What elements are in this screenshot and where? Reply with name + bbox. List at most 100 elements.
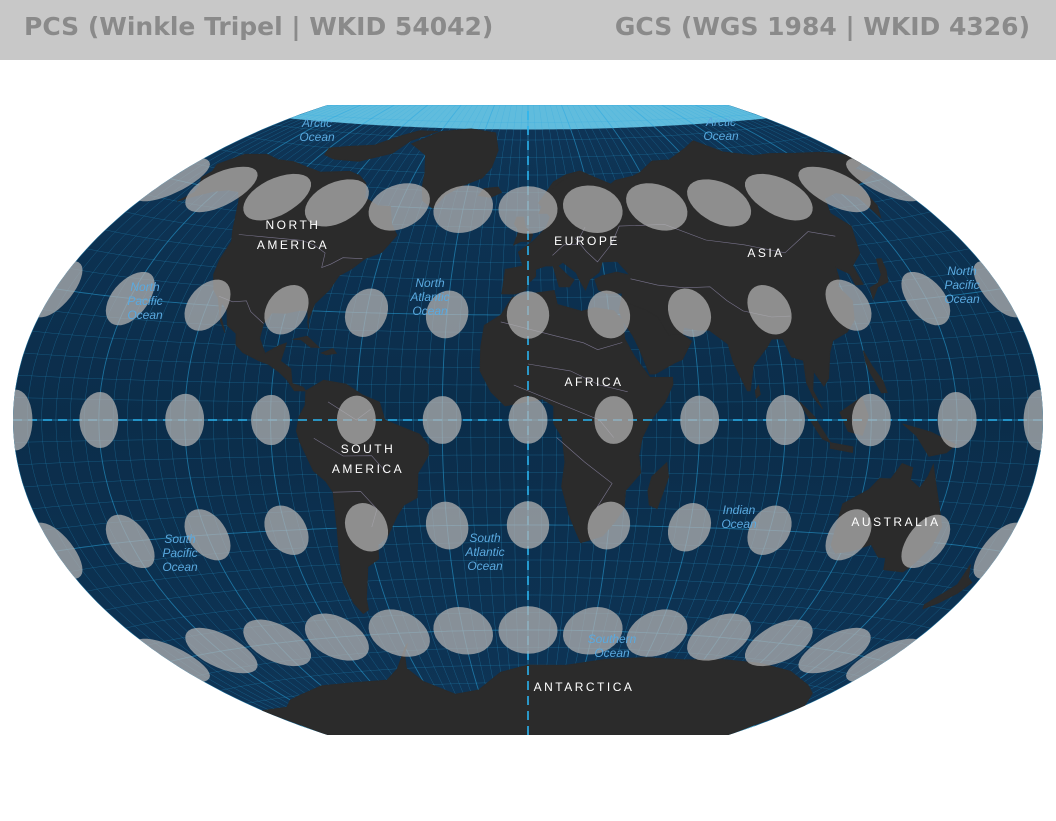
japan-landmass xyxy=(869,258,889,301)
map-canvas[interactable]: NORTH AMERICA SOUTH AMERICA EUROPE AFRICA ASIA… xyxy=(0,60,1056,816)
label-arctic-ocean-west: Arctic Ocean xyxy=(299,116,335,144)
tissot-ellipse xyxy=(668,288,712,337)
tissot-ellipse xyxy=(747,505,792,555)
south-america-landmass xyxy=(295,379,429,615)
tissot-ellipse xyxy=(425,290,469,339)
madagascar-landmass xyxy=(647,461,670,510)
tissot-ellipse xyxy=(422,396,462,444)
tissot-ellipse xyxy=(184,279,231,331)
tissot-ellipse xyxy=(594,396,634,444)
tissot-ellipse xyxy=(264,285,309,335)
tissot-ellipse xyxy=(433,607,493,655)
parallel-line xyxy=(272,124,784,141)
tissot-ellipse xyxy=(825,279,872,331)
tissot-ellipse xyxy=(185,166,258,213)
header-bar: PCS (Winkle Tripel | WKID 54042) GCS (WG… xyxy=(0,0,1056,60)
sri-lanka-landmass xyxy=(754,384,761,399)
tissot-ellipse xyxy=(344,503,388,552)
tissot-ellipse xyxy=(937,392,977,448)
tissot-indicatrix xyxy=(13,158,1043,682)
label-asia: ASIA xyxy=(747,246,784,260)
tissot-ellipse xyxy=(680,395,720,445)
label-australia: AUSTRALIA xyxy=(851,515,940,529)
tissot-ellipse xyxy=(498,606,558,654)
tissot-ellipse xyxy=(433,185,493,233)
tissot-ellipse xyxy=(687,613,752,661)
antarctica-landmass xyxy=(262,643,813,735)
country-border xyxy=(238,234,363,268)
tissot-ellipse xyxy=(626,183,688,231)
tissot-ellipse xyxy=(587,501,631,550)
tissot-ellipse xyxy=(304,179,369,227)
tissot-ellipse xyxy=(185,627,258,674)
tissot-ellipse xyxy=(368,183,430,231)
arabia-fill-landmass xyxy=(621,303,693,375)
tissot-ellipse xyxy=(901,514,951,568)
tissot-ellipse xyxy=(587,290,631,339)
tissot-ellipse xyxy=(506,291,550,339)
label-north-atlantic: North Atlantic Ocean xyxy=(409,276,449,318)
country-border xyxy=(552,226,586,256)
country-border xyxy=(313,437,388,474)
map-labels: NORTH AMERICA SOUTH AMERICA EUROPE AFRICA ASIA… xyxy=(127,115,980,694)
tissot-ellipse xyxy=(1023,389,1043,451)
tissot-ellipse xyxy=(563,607,623,655)
tissot-ellipse xyxy=(105,514,155,568)
tissot-ellipse xyxy=(38,522,83,579)
label-north-america: NORTH AMERICA xyxy=(257,218,329,252)
label-arctic-ocean-east: Arctic Ocean xyxy=(703,115,739,143)
tissot-ellipse xyxy=(508,396,548,444)
tissot-ellipse xyxy=(668,503,712,552)
tissot-ellipse xyxy=(264,505,309,555)
tissot-ellipse xyxy=(336,395,376,445)
label-antarctica: ANTARCTICA xyxy=(534,680,635,694)
parallel-line xyxy=(300,114,756,123)
tissot-ellipse xyxy=(798,166,871,213)
tissot-ellipse xyxy=(243,619,311,667)
tissot-ellipse xyxy=(184,509,231,561)
java-landmass xyxy=(829,442,854,453)
tissot-ellipse xyxy=(425,501,469,550)
tissot-ellipse xyxy=(344,288,388,337)
pcs-title: PCS (Winkle Tripel | WKID 54042) xyxy=(24,12,494,41)
tissot-ellipse xyxy=(745,619,813,667)
tissot-ellipse xyxy=(368,609,430,657)
country-border xyxy=(527,363,628,393)
label-south-pacific: South Pacific Ocean xyxy=(162,532,198,574)
tissot-ellipse xyxy=(973,522,1018,579)
tissot-ellipse xyxy=(766,394,805,446)
gcs-title: GCS (WGS 1984 | WKID 4326) xyxy=(614,12,1030,41)
label-southern-ocean: Southern Ocean xyxy=(588,632,637,660)
tissot-ellipse xyxy=(626,609,688,657)
parallel-line xyxy=(17,454,1039,466)
tissot-ellipse xyxy=(38,261,83,318)
new-guinea-landmass xyxy=(902,423,957,457)
tissot-ellipse xyxy=(798,627,871,674)
tissot-ellipse xyxy=(825,509,872,561)
tissot-ellipse xyxy=(563,185,623,233)
label-south-america: SOUTH AMERICA xyxy=(332,442,404,476)
tissot-ellipse xyxy=(901,272,951,326)
tissot-ellipse xyxy=(13,389,33,451)
tissot-ellipse xyxy=(139,638,210,682)
tissot-ellipse xyxy=(105,272,155,326)
tissot-ellipse xyxy=(851,393,891,447)
tissot-ellipse xyxy=(304,613,369,661)
cuba-landmass xyxy=(292,335,321,348)
tissot-ellipse xyxy=(498,186,558,234)
country-border xyxy=(556,437,613,508)
tissot-ellipse xyxy=(973,261,1018,318)
tissot-ellipse xyxy=(79,392,119,448)
tissot-ellipse xyxy=(251,394,290,446)
tissot-ellipse xyxy=(139,158,210,202)
world-map[interactable]: NORTH AMERICA SOUTH AMERICA EUROPE AFRICA ASIA… xyxy=(0,60,1056,816)
tissot-ellipse xyxy=(747,285,792,335)
tissot-ellipse xyxy=(506,501,550,549)
tissot-ellipse xyxy=(745,173,813,221)
label-africa: AFRICA xyxy=(564,375,623,389)
new-zealand-landmass xyxy=(922,564,973,610)
label-south-atlantic: South Atlantic Ocean xyxy=(464,531,504,573)
label-indian-ocean: Indian Ocean xyxy=(721,503,757,531)
tissot-ellipse xyxy=(243,173,311,221)
label-north-pacific-west: North Pacific Ocean xyxy=(127,280,163,322)
